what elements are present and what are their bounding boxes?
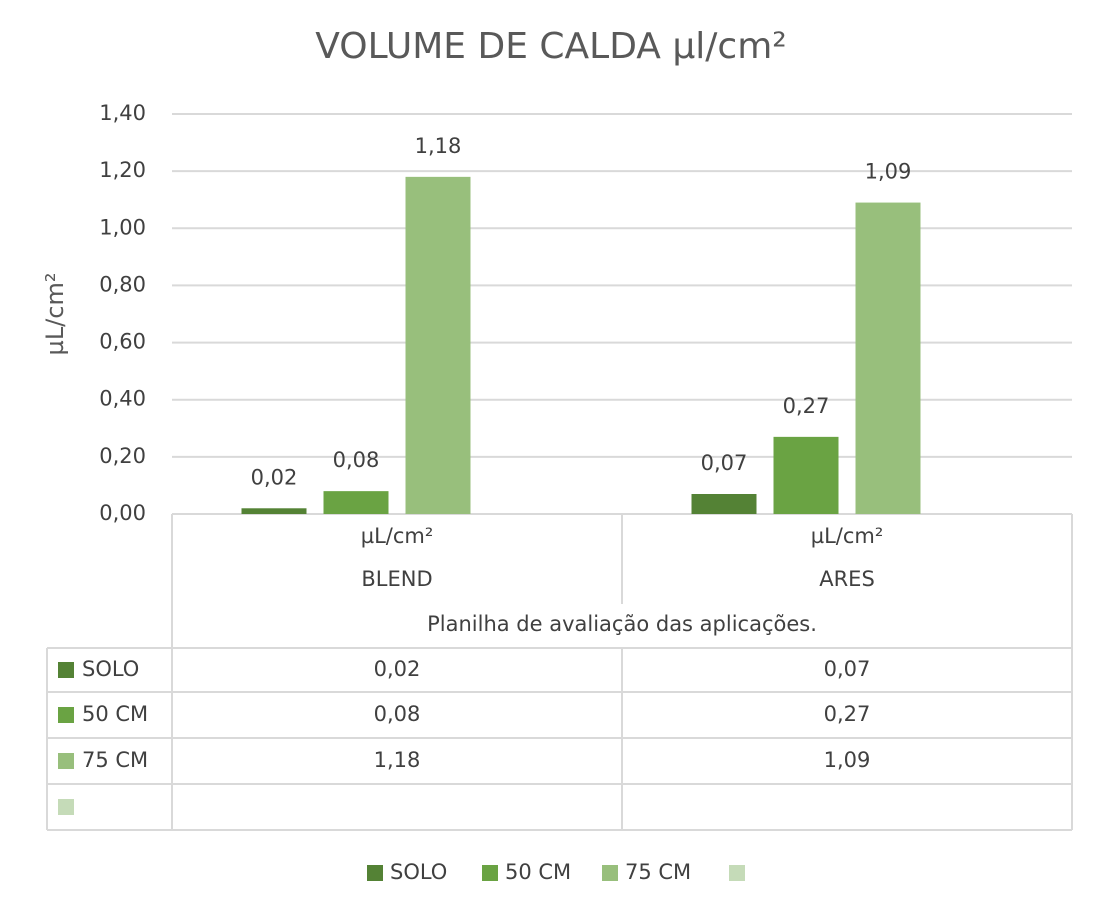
- data-label: 0,27: [783, 394, 830, 418]
- legend-swatch: [482, 865, 498, 881]
- bar: [241, 508, 307, 514]
- data-label: 1,09: [865, 160, 912, 184]
- data-table-frame: [46, 514, 1073, 831]
- table-cell: 0,02: [374, 657, 421, 681]
- y-tick-label: 0,80: [99, 272, 146, 296]
- table-row-header: 50 CM: [82, 702, 148, 726]
- table-legend-key: [58, 662, 74, 678]
- x-tick-sublabel: µL/cm²: [361, 524, 434, 548]
- x-tick-sublabel: µL/cm²: [811, 524, 884, 548]
- table-legend-key: [58, 799, 74, 815]
- bar: [691, 494, 757, 514]
- y-tick-label: 0,00: [99, 501, 146, 525]
- bar: [855, 202, 921, 515]
- bar: [773, 436, 839, 514]
- table-legend-key: [58, 707, 74, 723]
- legend-swatch: [729, 865, 745, 881]
- bar: [405, 176, 471, 514]
- category-group-label: Planilha de avaliação das aplicações.: [427, 612, 817, 636]
- bar: [323, 491, 389, 514]
- data-label: 1,18: [415, 134, 462, 158]
- table-row-header: 75 CM: [82, 748, 148, 772]
- x-tick-label: ARES: [819, 567, 875, 591]
- y-axis-title: µL/cm²: [41, 273, 69, 356]
- table-row-header: SOLO: [82, 657, 139, 681]
- legend-label: SOLO: [390, 860, 447, 884]
- legend-swatch: [367, 865, 383, 881]
- y-tick-label: 1,40: [99, 101, 146, 125]
- data-label: 0,07: [701, 451, 748, 475]
- table-legend-key: [58, 753, 74, 769]
- table-cell: 1,09: [824, 748, 871, 772]
- data-label: 0,02: [251, 465, 298, 489]
- table-cell: 0,27: [824, 702, 871, 726]
- data-label: 0,08: [333, 448, 380, 472]
- y-tick-label: 0,60: [99, 330, 146, 354]
- legend-label: 50 CM: [505, 860, 571, 884]
- y-tick-label: 1,00: [99, 215, 146, 239]
- y-tick-label: 0,40: [99, 387, 146, 411]
- table-cell: 0,07: [824, 657, 871, 681]
- chart-title: VOLUME DE CALDA µl/cm²: [315, 26, 786, 67]
- table-cell: 1,18: [374, 748, 421, 772]
- table-cell: 0,08: [374, 702, 421, 726]
- legend-swatch: [602, 865, 618, 881]
- legend-label: 75 CM: [625, 860, 691, 884]
- y-tick-label: 0,20: [99, 444, 146, 468]
- y-tick-label: 1,20: [99, 158, 146, 182]
- x-tick-label: BLEND: [361, 567, 432, 591]
